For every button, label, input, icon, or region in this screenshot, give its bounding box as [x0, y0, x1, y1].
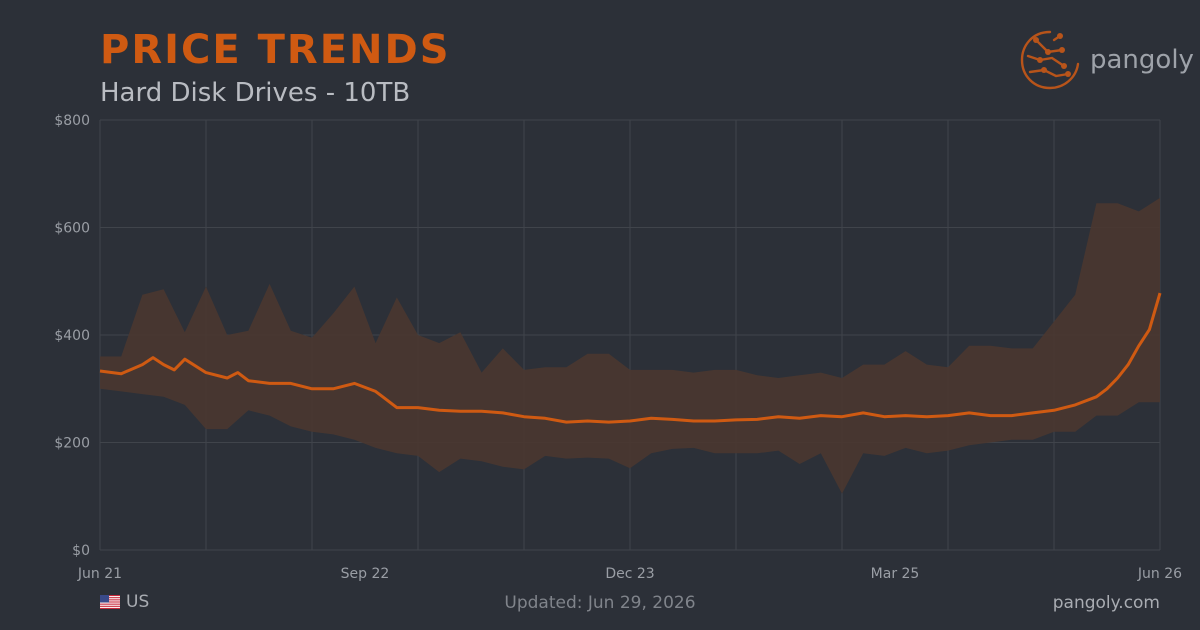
x-tick-label: Sep 22 — [341, 566, 390, 582]
chart-title: PRICE TRENDS — [100, 27, 451, 73]
price-line — [99, 292, 1162, 424]
site-link[interactable]: pangoly.com — [1052, 593, 1160, 613]
chart-subtitle: Hard Disk Drives - 10TB — [100, 78, 411, 108]
updated-timestamp: Updated: Jun 29, 2026 — [504, 593, 696, 613]
x-tick-label: Jun 26 — [1137, 566, 1182, 582]
y-tick-label: $0 — [72, 543, 90, 559]
y-tick-label: $800 — [54, 113, 90, 129]
x-tick-label: Jun 21 — [77, 566, 122, 582]
region-label: US — [126, 592, 150, 612]
brand-name: pangoly — [1090, 45, 1194, 75]
us-flag-icon — [100, 595, 120, 609]
region-selector[interactable]: US — [100, 592, 149, 612]
circuit-leaf-logo-icon — [1020, 30, 1080, 90]
brand-logo[interactable]: pangoly — [1018, 28, 1194, 94]
y-tick-label: $200 — [54, 436, 90, 452]
y-tick-label: $600 — [54, 221, 90, 237]
price-range-band — [100, 197, 1160, 494]
x-tick-label: Dec 23 — [605, 566, 654, 582]
x-tick-label: Mar 25 — [871, 566, 920, 582]
y-tick-label: $400 — [54, 328, 90, 344]
